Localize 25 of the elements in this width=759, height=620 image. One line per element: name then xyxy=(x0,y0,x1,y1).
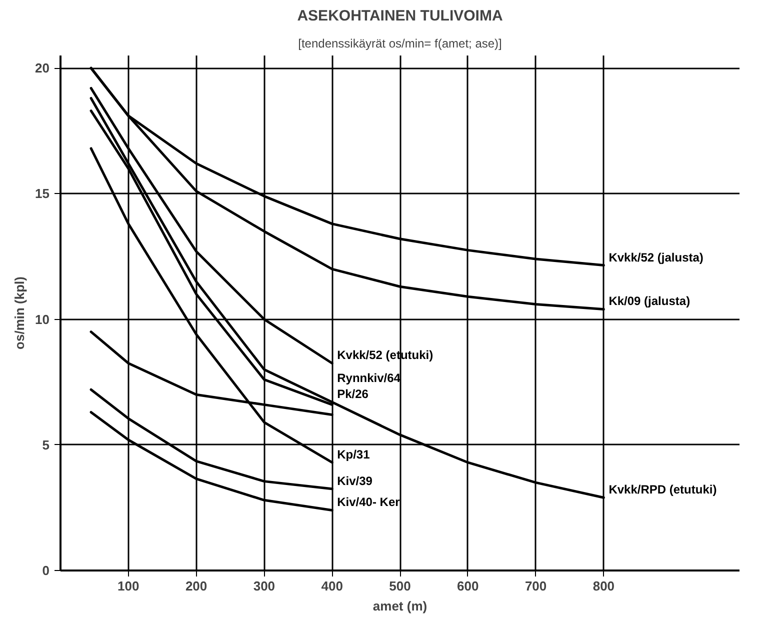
series-label: Rynnkiv/64 xyxy=(337,370,401,385)
series-label: Kiv/40- Ker xyxy=(337,495,400,510)
y-tick-label: 10 xyxy=(35,312,50,327)
y-tick-label: 5 xyxy=(42,437,50,452)
y-tick-label: 15 xyxy=(35,186,50,202)
x-tick-label: 200 xyxy=(185,578,208,594)
x-tick-label: 100 xyxy=(118,578,140,594)
x-tick-label: 300 xyxy=(253,578,276,594)
series-label: Pk/26 xyxy=(337,387,369,402)
x-tick-label: 700 xyxy=(524,578,547,594)
series-label: Kp/31 xyxy=(337,447,370,462)
chart-subtitle: [tendenssikäyrät os/min= f(amet; ase)] xyxy=(298,36,502,50)
chart-title: ASEKOHTAINEN TULIVOIMA xyxy=(297,8,503,24)
x-tick-label: 600 xyxy=(457,578,479,594)
series-label: Kiv/39 xyxy=(337,474,373,488)
y-tick-label: 20 xyxy=(35,60,50,76)
y-tick-label: 0 xyxy=(42,563,50,578)
series-label: Kvkk/52 (jalusta) xyxy=(608,250,704,264)
x-tick-label: 400 xyxy=(321,578,343,594)
x-axis-title: amet (m) xyxy=(372,598,428,614)
y-axis-title: os/min (kpl) xyxy=(12,276,28,350)
series-label: Kk/09 (jalusta) xyxy=(608,294,690,308)
series-label: Kvkk/RPD (etutuki) xyxy=(608,482,717,497)
x-tick-label: 500 xyxy=(389,578,411,594)
x-tick-label: 800 xyxy=(592,578,615,594)
